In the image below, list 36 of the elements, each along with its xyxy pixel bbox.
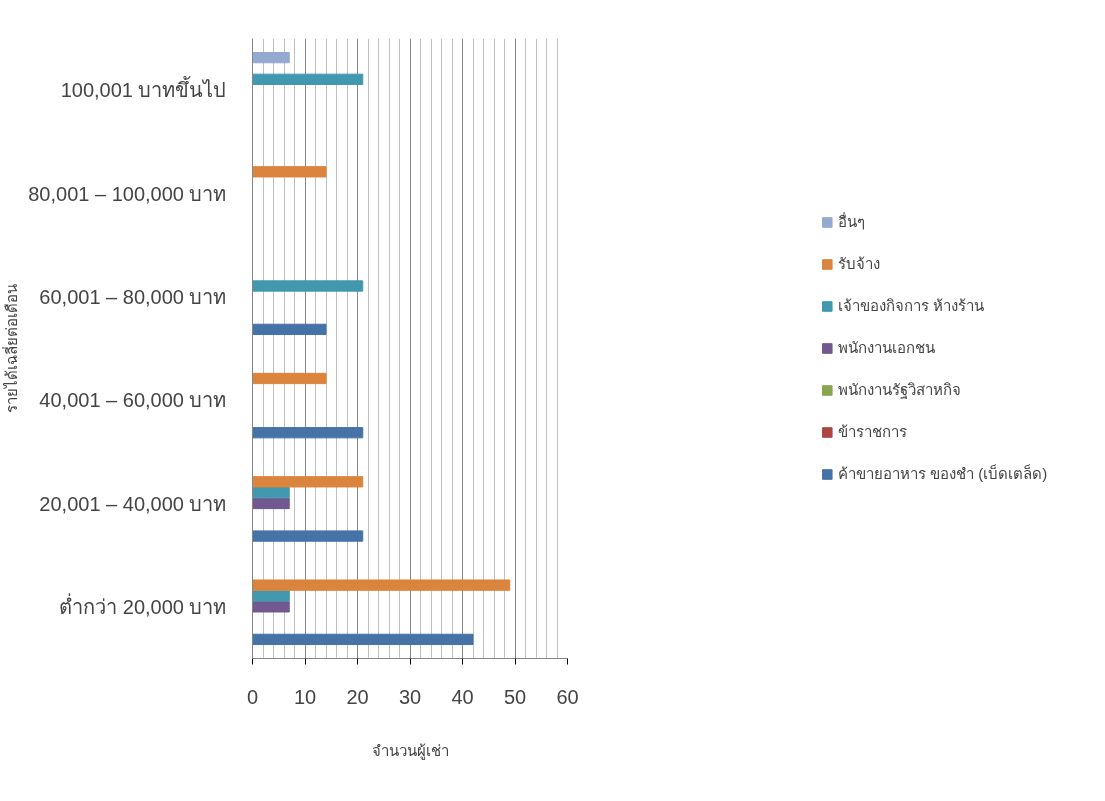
y-axis-title: รายได้เฉลี่ยต่อเดือน — [1, 284, 21, 413]
legend-label: ข้าราชการ — [837, 422, 907, 442]
x-tick-label: 30 — [398, 685, 422, 708]
bar — [252, 51, 290, 64]
bar — [252, 280, 364, 292]
bar — [252, 530, 364, 542]
bar — [252, 579, 511, 591]
y-tick-label: ต่ำกว่า 20,000 บาท — [59, 592, 227, 618]
bar — [252, 323, 327, 336]
bar — [252, 590, 290, 602]
bar — [252, 633, 474, 646]
x-tick-label: 60 — [556, 685, 579, 708]
y-tick-label: 100,001 บาทขึ้นไป — [60, 76, 227, 102]
legend-label: พนักงานเอกชน — [837, 338, 935, 358]
bar — [252, 601, 290, 613]
bar — [252, 166, 327, 178]
y-tick-label: 20,001 – 40,000 บาท — [39, 492, 227, 515]
x-tick-label: 40 — [451, 685, 474, 708]
bar — [252, 73, 364, 85]
legend-label: พนักงานรัฐวิสาหกิจ — [837, 380, 961, 401]
y-tick-label: 80,001 – 100,000 บาท — [28, 182, 227, 205]
y-tick-label: 60,001 – 80,000 บาท — [39, 285, 227, 308]
legend-label: ค้าขายอาหาร ของชำ (เบ็ดเตล็ด) — [837, 463, 1048, 484]
legend-label: อื่นๆ — [837, 211, 865, 232]
x-tick-label: 50 — [503, 685, 527, 708]
x-tick-label: 0 — [246, 685, 259, 708]
bar — [252, 427, 364, 439]
legend-label: เจ้าของกิจการ ห้างร้าน — [837, 296, 985, 316]
x-axis-title: จำนวนผู้เช่า — [371, 741, 449, 760]
x-tick-label: 20 — [346, 685, 369, 708]
x-tick-label: 10 — [293, 685, 317, 708]
legend-label: รับจ้าง — [837, 254, 880, 274]
bar — [252, 372, 327, 385]
bar — [252, 497, 290, 510]
bar — [252, 476, 364, 488]
y-tick-label: 40,001 – 60,000 บาท — [39, 389, 227, 412]
